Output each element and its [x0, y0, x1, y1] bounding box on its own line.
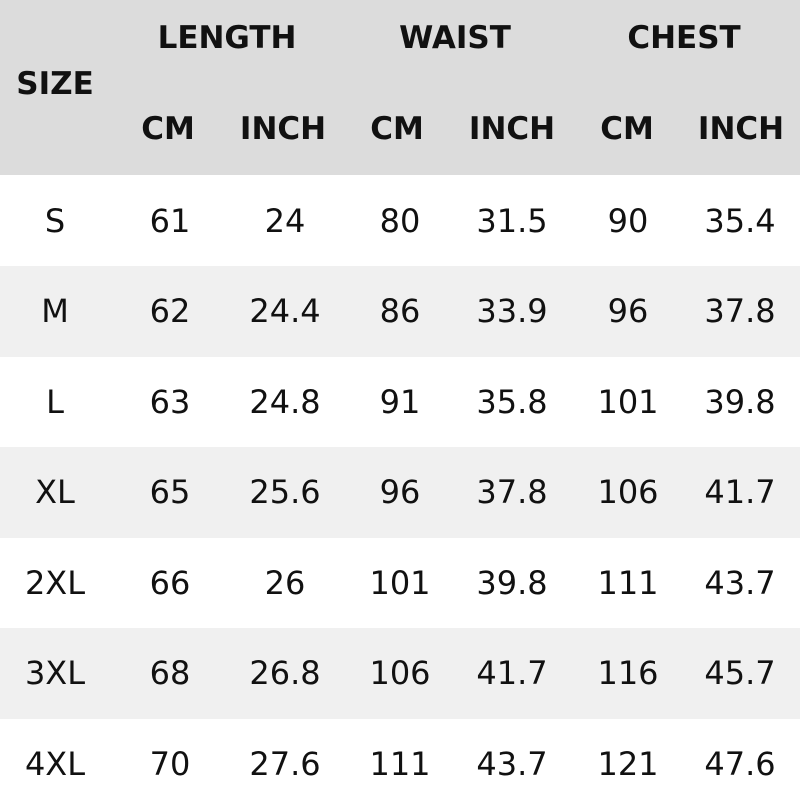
measure-cell: 61 — [149, 201, 191, 240]
measure-cell: 111 — [369, 744, 431, 783]
header-length: LENGTH — [157, 20, 297, 56]
measure-cell: 27.6 — [249, 744, 321, 783]
table-header: SIZE LENGTH WAIST CHEST CM INCH CM INCH … — [0, 0, 800, 175]
measure-cell: 35.8 — [476, 382, 548, 421]
measure-cell: 86 — [379, 292, 421, 330]
size-cell: 3XL — [24, 654, 86, 692]
measure-cell: 90 — [607, 201, 649, 240]
measure-cell: 39.8 — [476, 563, 548, 602]
measure-cell: 65 — [149, 473, 191, 511]
table-row: M 62 24.4 86 33.9 96 37.8 — [0, 265, 800, 357]
measure-cell: 35.4 — [704, 201, 776, 240]
measure-cell: 33.9 — [476, 292, 548, 330]
measure-cell: 24.4 — [249, 292, 321, 330]
measure-cell: 106 — [597, 473, 659, 511]
measure-cell: 101 — [597, 382, 659, 421]
size-cell: 2XL — [24, 563, 86, 602]
measure-cell: 41.7 — [704, 473, 776, 511]
measure-cell: 37.8 — [476, 473, 548, 511]
header-size: SIZE — [16, 66, 94, 102]
table-row: 4XL 70 27.6 111 43.7 121 47.6 — [0, 718, 800, 809]
measure-cell: 111 — [597, 563, 659, 602]
measure-cell: 26.8 — [249, 654, 321, 692]
header-unit: CM — [370, 111, 424, 147]
measure-cell: 63 — [149, 382, 191, 421]
header-chest: CHEST — [627, 20, 741, 56]
table-row: 3XL 68 26.8 106 41.7 116 45.7 — [0, 627, 800, 719]
measure-cell: 101 — [369, 563, 431, 602]
measure-cell: 45.7 — [704, 654, 776, 692]
table-row: L 63 24.8 91 35.8 101 39.8 — [0, 356, 800, 447]
measure-cell: 96 — [607, 292, 649, 330]
measure-cell: 121 — [597, 744, 659, 783]
measure-cell: 62 — [149, 292, 191, 330]
table-row: S 61 24 80 31.5 90 35.4 — [0, 175, 800, 266]
measure-cell: 37.8 — [704, 292, 776, 330]
measure-cell: 41.7 — [476, 654, 548, 692]
measure-cell: 47.6 — [704, 744, 776, 783]
table-row: 2XL 66 26 101 39.8 111 43.7 — [0, 537, 800, 628]
measure-cell: 39.8 — [704, 382, 776, 421]
size-cell: M — [41, 292, 69, 330]
measure-cell: 96 — [379, 473, 421, 511]
measure-cell: 66 — [149, 563, 191, 602]
header-unit: CM — [600, 111, 654, 147]
measure-cell: 25.6 — [249, 473, 321, 511]
measure-cell: 31.5 — [476, 201, 548, 240]
header-unit: INCH — [239, 111, 327, 147]
size-cell: S — [44, 201, 66, 240]
size-cell: XL — [35, 473, 75, 511]
measure-cell: 24 — [264, 201, 306, 240]
measure-cell: 24.8 — [249, 382, 321, 421]
measure-cell: 91 — [379, 382, 421, 421]
measure-cell: 68 — [149, 654, 191, 692]
measure-cell: 80 — [379, 201, 421, 240]
measure-cell: 43.7 — [704, 563, 776, 602]
measure-cell: 116 — [597, 654, 659, 692]
header-unit: INCH — [697, 111, 785, 147]
measure-cell: 106 — [369, 654, 431, 692]
header-unit: CM — [141, 111, 195, 147]
table-row: XL 65 25.6 96 37.8 106 41.7 — [0, 446, 800, 538]
measure-cell: 26 — [264, 563, 306, 602]
header-unit: INCH — [468, 111, 556, 147]
size-cell: L — [46, 382, 64, 421]
header-waist: WAIST — [399, 20, 511, 56]
measure-cell: 70 — [149, 744, 191, 783]
size-cell: 4XL — [24, 744, 86, 783]
measure-cell: 43.7 — [476, 744, 548, 783]
